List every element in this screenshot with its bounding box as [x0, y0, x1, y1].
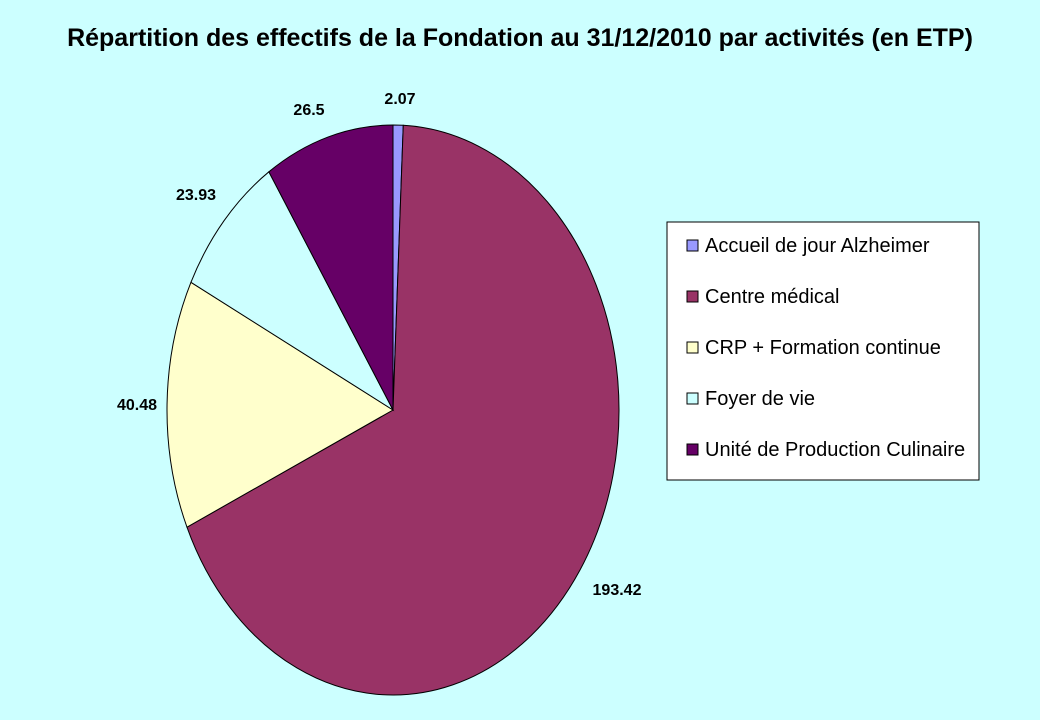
pie-slice-3	[166, 281, 394, 528]
data-label-4: 23.93	[176, 187, 216, 204]
legend-swatch-3	[686, 341, 699, 354]
legend-swatch-5	[686, 443, 699, 456]
data-labels: 2.07 193.42 40.48 23.93 26.5	[117, 91, 642, 599]
data-label-3: 40.48	[117, 397, 157, 414]
legend-label-2: Centre médical	[705, 286, 840, 308]
data-label-2: 193.42	[593, 582, 642, 599]
legend-swatch-1	[686, 239, 699, 252]
legend: Accueil de jour Alzheimer Centre médical C…	[666, 221, 980, 481]
chart-title: Répartition des effectifs de la Fondatio…	[67, 24, 973, 52]
legend-swatch-4	[686, 392, 699, 405]
pie-slice-2	[186, 124, 620, 696]
legend-label-5: Unité de Production Culinaire	[705, 439, 965, 461]
legend-swatch-2	[686, 290, 699, 303]
data-label-1: 2.07	[384, 91, 415, 108]
legend-box	[666, 221, 980, 481]
data-label-5: 26.5	[293, 102, 324, 119]
legend-label-3: CRP + Formation continue	[705, 337, 941, 359]
pie-slice-5	[268, 124, 394, 411]
pie-slice-4	[190, 171, 395, 412]
legend-label-1: Accueil de jour Alzheimer	[705, 235, 930, 257]
pie-slices	[166, 124, 620, 696]
legend-label-4: Foyer de vie	[705, 388, 815, 410]
